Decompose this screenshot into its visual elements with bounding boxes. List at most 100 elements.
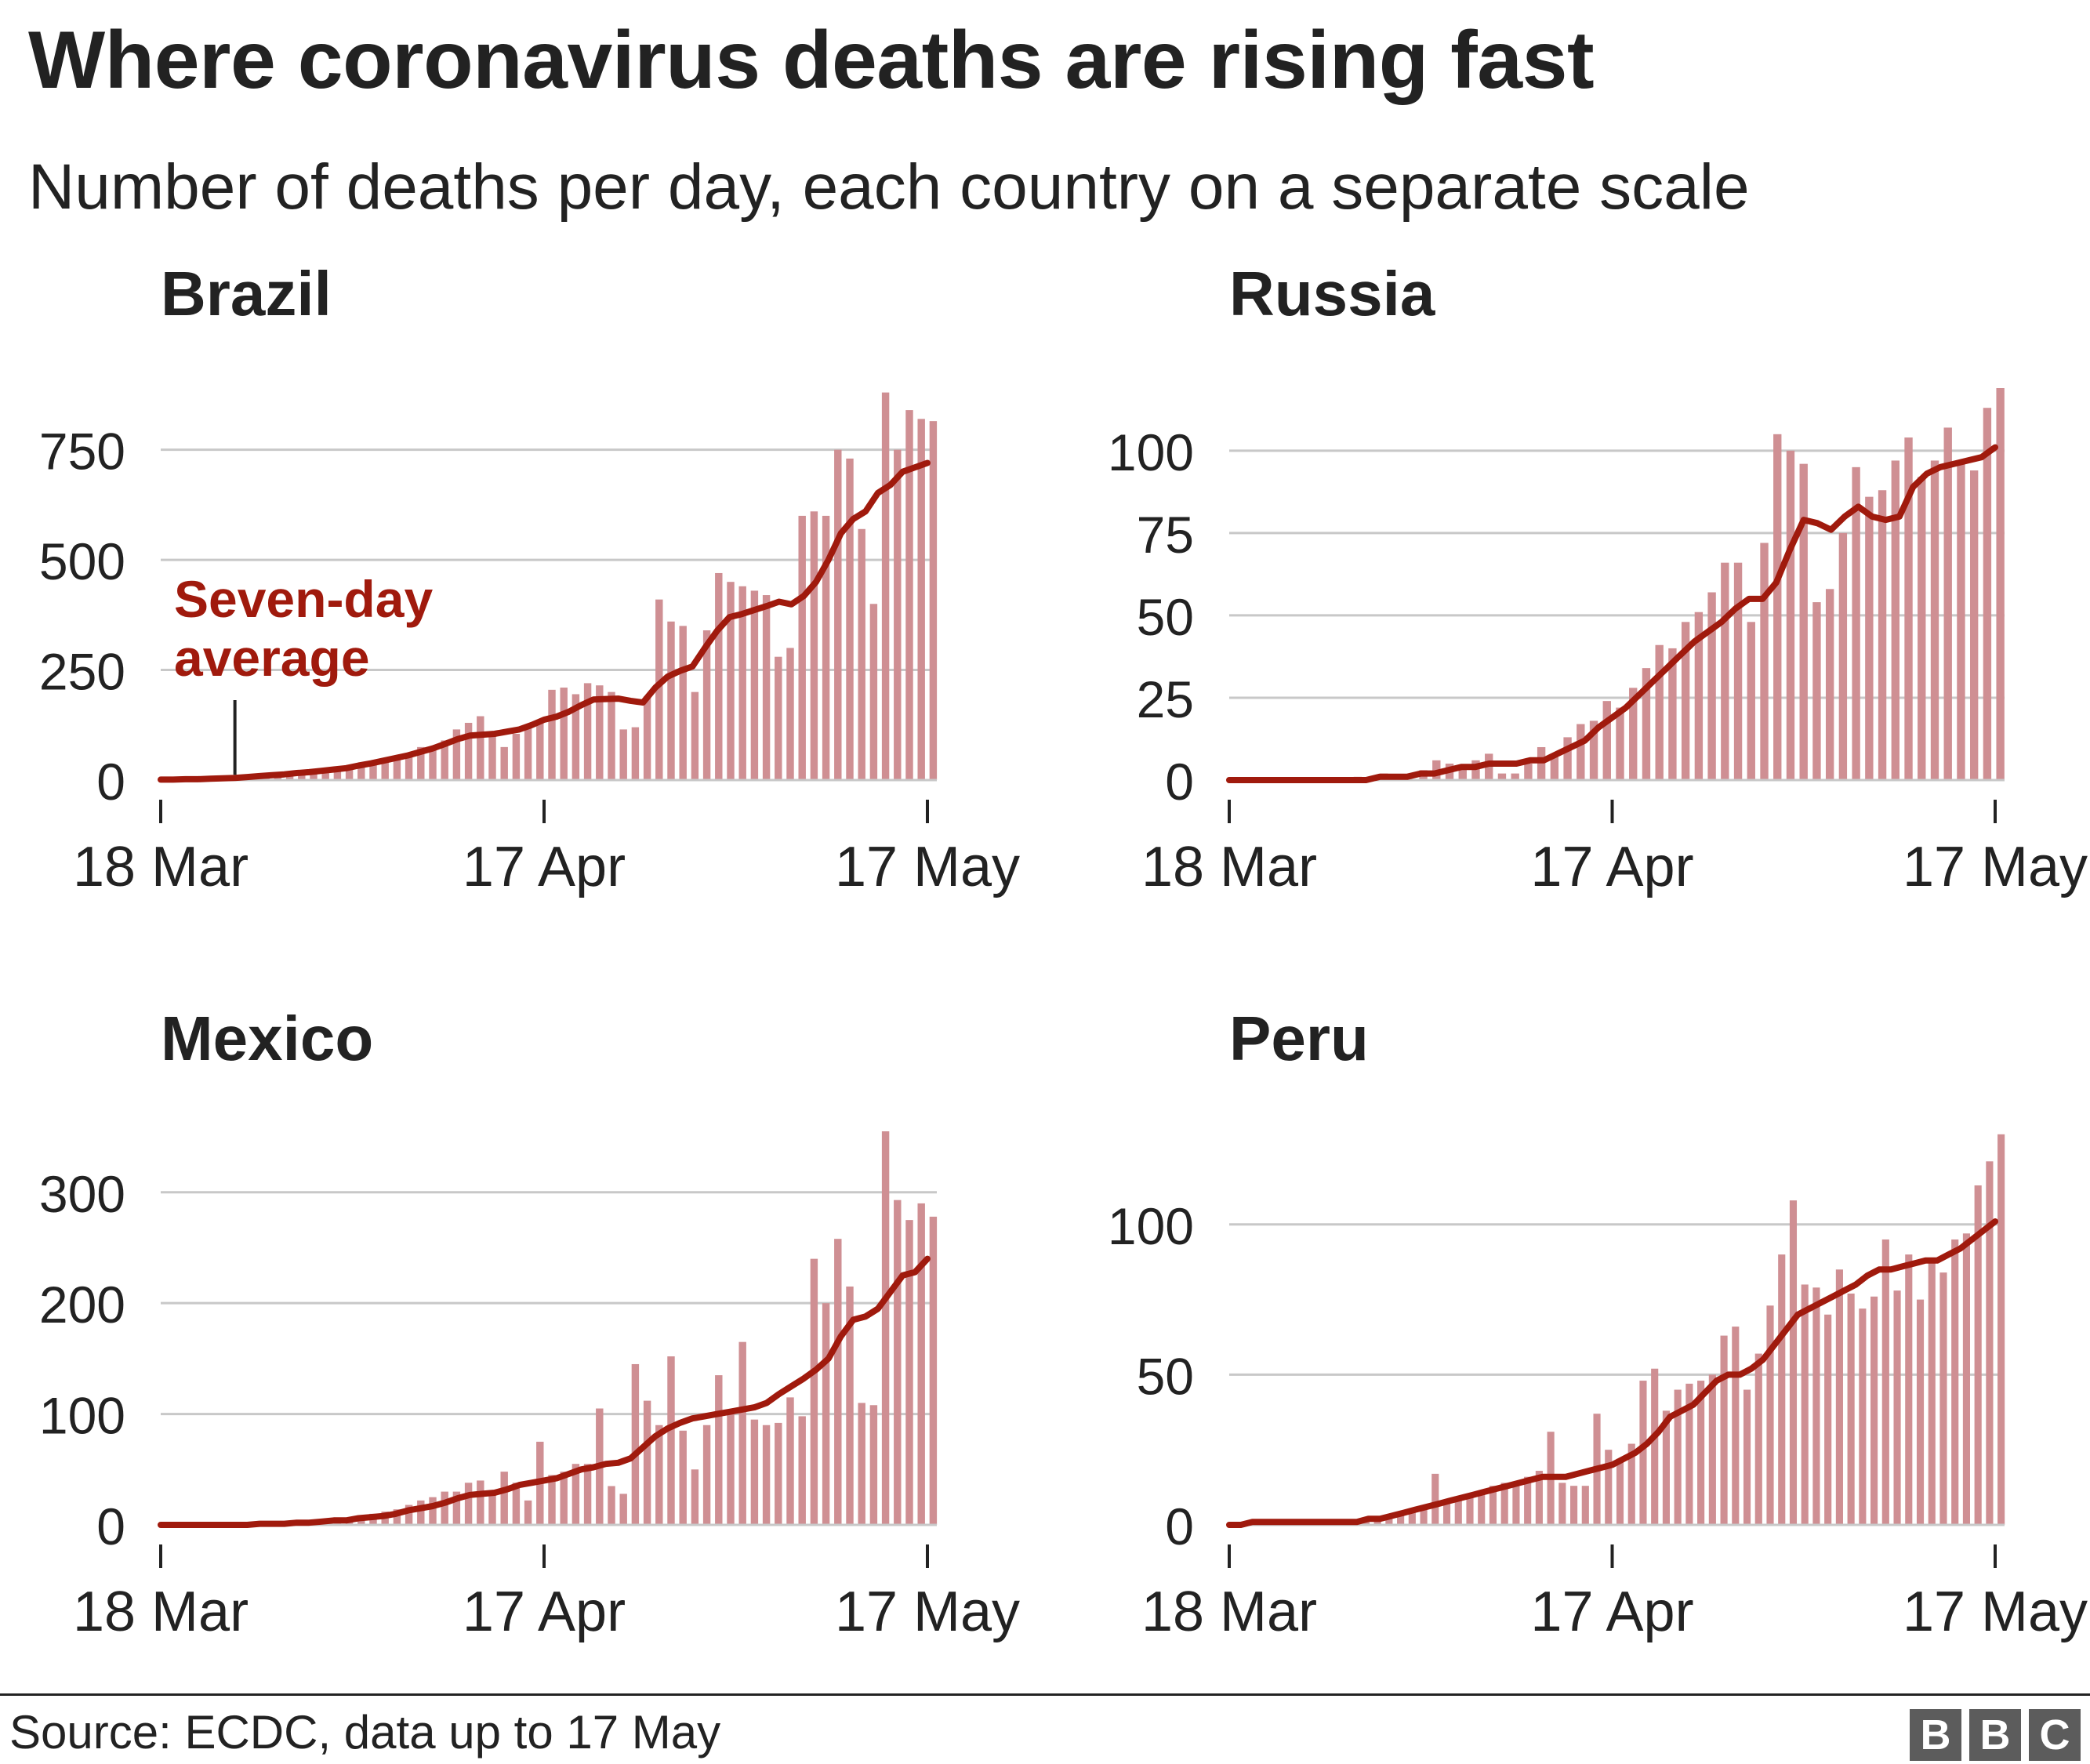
daily-death-bar: [571, 1464, 580, 1525]
daily-death-bar: [1458, 767, 1467, 780]
y-tick-label: 25: [1137, 670, 1194, 728]
daily-death-bar: [357, 764, 365, 780]
x-tick-label: 18 Mar: [1141, 836, 1317, 898]
daily-death-bar: [405, 1504, 413, 1525]
daily-death-bar: [691, 1469, 699, 1525]
seven-day-average-line: [158, 1255, 931, 1528]
daily-death-bar: [1754, 1353, 1762, 1525]
daily-death-bar: [1799, 463, 1808, 780]
daily-death-bar: [869, 604, 878, 780]
daily-death-bar: [596, 685, 604, 780]
daily-death-bar: [798, 515, 806, 780]
daily-death-bar: [1825, 589, 1834, 780]
daily-death-bar: [1442, 1504, 1451, 1525]
daily-death-bar: [905, 1220, 913, 1525]
daily-death-bar: [1471, 760, 1480, 780]
seven-day-average-line: [1226, 444, 1998, 783]
daily-death-bar: [691, 691, 699, 780]
chart-title: Where coronavirus deaths are rising fast: [28, 15, 1595, 106]
daily-death-bar: [667, 621, 675, 780]
daily-death-bar: [1697, 1381, 1705, 1525]
daily-death-bar: [1951, 1239, 1959, 1525]
x-tick-label: 18 Mar: [1141, 1581, 1317, 1643]
daily-death-bar: [1773, 434, 1782, 780]
daily-death-bar: [1957, 463, 1965, 780]
daily-death-bar: [333, 770, 342, 780]
daily-death-bar: [1674, 1389, 1682, 1525]
daily-death-bar: [1986, 1161, 1994, 1525]
daily-death-bar: [667, 1356, 675, 1525]
daily-death-bar: [1743, 1389, 1751, 1525]
daily-death-bar: [679, 1430, 687, 1525]
daily-death-bar: [441, 1491, 448, 1525]
y-tick-label: 250: [39, 643, 125, 701]
daily-death-bar: [1694, 612, 1704, 780]
daily-death-bar: [1454, 1497, 1462, 1525]
daily-death-bar: [798, 1416, 806, 1525]
annotation-label: Seven-day: [174, 570, 433, 628]
daily-death-bar: [464, 722, 473, 780]
daily-death-bar: [1996, 388, 2005, 780]
daily-death-bar: [321, 771, 329, 780]
daily-death-bar: [1786, 450, 1795, 780]
y-tick-label: 100: [1108, 423, 1194, 481]
daily-death-bar: [512, 1483, 521, 1525]
logo-letter: C: [2029, 1709, 2081, 1761]
daily-death-bar: [536, 722, 544, 780]
daily-death-bar: [655, 1425, 663, 1525]
daily-death-bar: [715, 572, 723, 780]
daily-death-bar: [1408, 1509, 1416, 1525]
daily-death-bar: [905, 410, 913, 780]
annotation-label: average: [174, 629, 370, 687]
daily-death-bar: [786, 1397, 794, 1525]
daily-death-bar: [1655, 644, 1664, 780]
daily-death-bar: [417, 1500, 425, 1525]
y-tick-label: 75: [1137, 506, 1194, 564]
daily-death-bar: [917, 419, 925, 780]
daily-death-bar: [1801, 1284, 1809, 1525]
daily-death-bar: [381, 760, 389, 780]
daily-death-bar: [1905, 1254, 1913, 1525]
daily-death-bar: [1466, 1494, 1474, 1525]
daily-death-bar: [583, 683, 592, 780]
daily-death-bar: [858, 1403, 865, 1525]
daily-death-bar: [393, 1509, 401, 1525]
daily-death-bar: [679, 626, 687, 780]
y-tick-label: 0: [1165, 753, 1194, 811]
daily-death-bar: [1881, 1239, 1889, 1525]
daily-death-bar: [631, 1363, 640, 1525]
daily-death-bar: [1916, 1299, 1925, 1525]
y-tick-label: 0: [1165, 1497, 1194, 1555]
daily-death-bar: [1747, 622, 1755, 780]
x-tick-label: 17 May: [835, 1581, 1020, 1643]
daily-death-bar: [1720, 1335, 1728, 1525]
x-tick-label: 17 May: [835, 836, 1020, 898]
daily-death-bar: [775, 656, 782, 780]
daily-death-bar: [631, 727, 640, 780]
daily-death-bar: [1852, 466, 1860, 780]
logo-letter: B: [1910, 1709, 1961, 1761]
daily-death-bar: [1668, 648, 1677, 780]
daily-death-bar: [1893, 1290, 1901, 1525]
y-tick-label: 500: [39, 532, 125, 590]
y-tick-label: 50: [1137, 1347, 1194, 1405]
daily-death-bar: [560, 688, 568, 780]
daily-death-bar: [1512, 1483, 1520, 1525]
footer-divider: [0, 1693, 2090, 1696]
daily-death-bar: [488, 731, 496, 780]
daily-death-bar: [298, 774, 306, 780]
daily-death-bar: [762, 1425, 771, 1525]
daily-death-bar: [548, 689, 556, 780]
daily-death-bar: [1524, 1476, 1532, 1525]
daily-death-bar: [1721, 562, 1729, 780]
daily-death-bar: [452, 1491, 461, 1525]
x-tick-label: 17 Apr: [1530, 836, 1693, 898]
panel-title: Brazil: [161, 259, 332, 328]
daily-death-bar: [1537, 746, 1546, 780]
daily-death-bar: [571, 694, 580, 780]
daily-death-bar: [452, 729, 461, 780]
x-tick-label: 18 Mar: [73, 1581, 249, 1643]
daily-death-bar: [1760, 543, 1769, 780]
daily-death-bar: [1870, 1296, 1878, 1525]
